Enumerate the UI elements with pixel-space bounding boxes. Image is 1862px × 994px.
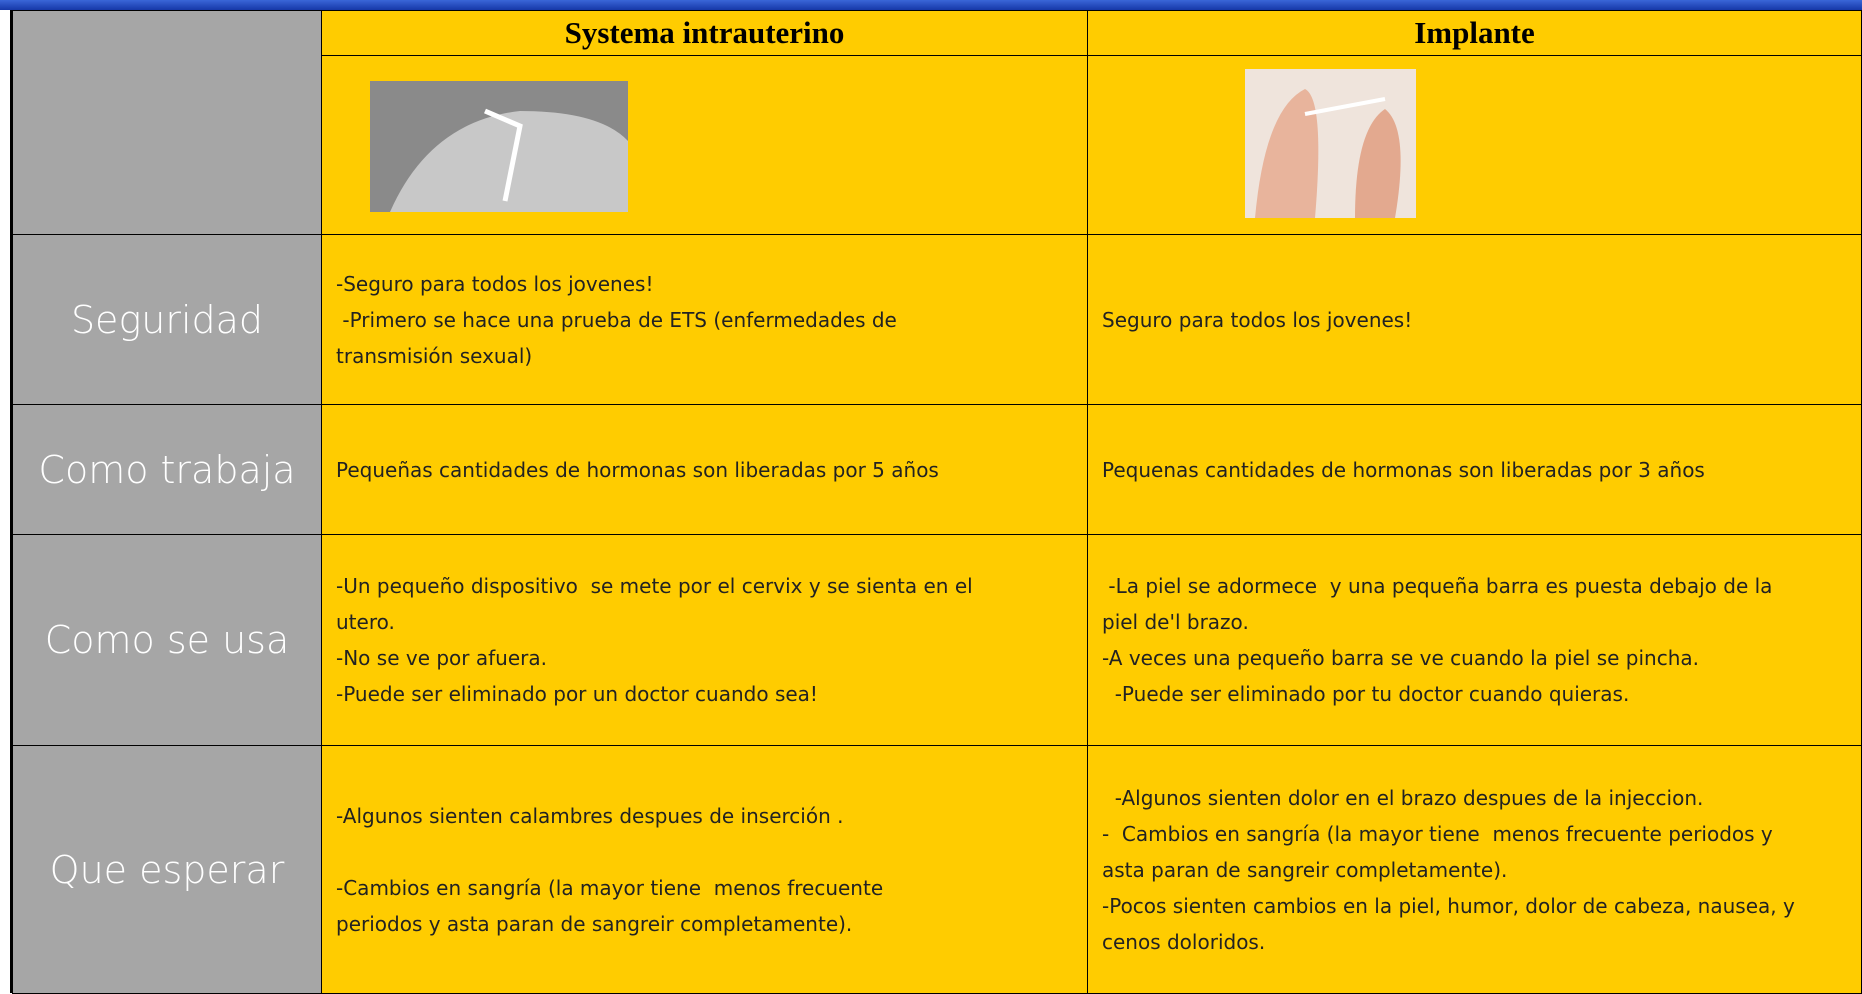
text-line: Pequeñas cantidades de hormonas son libe… bbox=[336, 457, 939, 482]
row-label: Como se usa bbox=[12, 534, 322, 746]
row-cell: -Seguro para todos los jovenes! -Primero… bbox=[321, 234, 1088, 405]
corner-cell bbox=[12, 10, 322, 235]
text-line: cenos doloridos. bbox=[1102, 929, 1266, 954]
image-cell bbox=[1087, 55, 1862, 235]
text-line: -A veces una pequeño barra se ve cuando … bbox=[1102, 646, 1700, 670]
row-cell: Pequeñas cantidades de hormonas son libe… bbox=[321, 404, 1088, 535]
text-line: -Pocos sienten cambios en la piel, humor… bbox=[1102, 893, 1795, 918]
text-line: -Algunos sienten calambres despues de in… bbox=[336, 803, 844, 828]
iud-image bbox=[370, 81, 628, 212]
text-line: Seguro para todos los jovenes! bbox=[1102, 307, 1413, 332]
text-line: -Primero se hace una prueba de ETS (enfe… bbox=[336, 307, 897, 332]
paragraph: -Un pequeño dispositivo se mete por el c… bbox=[336, 568, 1079, 712]
top-bar bbox=[0, 0, 1862, 10]
column-header: Systema intrauterino bbox=[321, 10, 1088, 56]
paragraph: -Cambios en sangría (la mayor tiene meno… bbox=[336, 870, 1079, 942]
paragraph: Seguro para todos los jovenes! bbox=[1102, 302, 1853, 338]
text-line: -Cambios en sangría (la mayor tiene meno… bbox=[336, 875, 884, 900]
paragraph: -La piel se adormece y una pequeña barra… bbox=[1102, 568, 1853, 712]
text-line: piel de'l brazo. bbox=[1102, 610, 1249, 634]
text-line: -Seguro para todos los jovenes! bbox=[336, 271, 654, 296]
column-header: Implante bbox=[1087, 10, 1862, 56]
paragraph: Pequeñas cantidades de hormonas son libe… bbox=[336, 452, 1079, 488]
text-line: periodos y asta paran de sangreir comple… bbox=[336, 911, 853, 936]
row-label: Seguridad bbox=[12, 234, 322, 405]
row-cell: -Algunos sienten dolor en el brazo despu… bbox=[1087, 745, 1862, 994]
paragraph: Pequenas cantidades de hormonas son libe… bbox=[1102, 452, 1853, 488]
text-line: -Puede ser eliminado por tu doctor cuand… bbox=[1102, 682, 1630, 706]
row-cell: -Un pequeño dispositivo se mete por el c… bbox=[321, 534, 1088, 746]
row-label: Que esperar bbox=[12, 745, 322, 994]
text-line: -Puede ser eliminado por un doctor cuand… bbox=[336, 682, 818, 706]
text-line: asta paran de sangreir completamente). bbox=[1102, 857, 1508, 882]
row-cell: Pequenas cantidades de hormonas son libe… bbox=[1087, 404, 1862, 535]
text-line: transmisión sexual) bbox=[336, 343, 533, 368]
image-cell bbox=[321, 55, 1088, 235]
text-line: Pequenas cantidades de hormonas son libe… bbox=[1102, 457, 1705, 482]
text-line: - Cambios en sangría (la mayor tiene men… bbox=[1102, 821, 1773, 846]
implant-image bbox=[1245, 69, 1416, 218]
paragraph: -Seguro para todos los jovenes! -Primero… bbox=[336, 266, 1079, 374]
text-line: -No se ve por afuera. bbox=[336, 646, 547, 670]
text-line: -La piel se adormece y una pequeña barra… bbox=[1102, 574, 1773, 598]
row-label: Como trabaja bbox=[12, 404, 322, 535]
paragraph: -Algunos sienten calambres despues de in… bbox=[336, 798, 1079, 834]
paragraph: -Algunos sienten dolor en el brazo despu… bbox=[1102, 780, 1853, 960]
row-cell: Seguro para todos los jovenes! bbox=[1087, 234, 1862, 405]
text-line: -Un pequeño dispositivo se mete por el c… bbox=[336, 574, 973, 598]
row-cell: -La piel se adormece y una pequeña barra… bbox=[1087, 534, 1862, 746]
text-line: utero. bbox=[336, 610, 395, 634]
text-line: -Algunos sienten dolor en el brazo despu… bbox=[1102, 785, 1704, 810]
row-cell: -Algunos sienten calambres despues de in… bbox=[321, 745, 1088, 994]
left-border bbox=[10, 10, 12, 993]
